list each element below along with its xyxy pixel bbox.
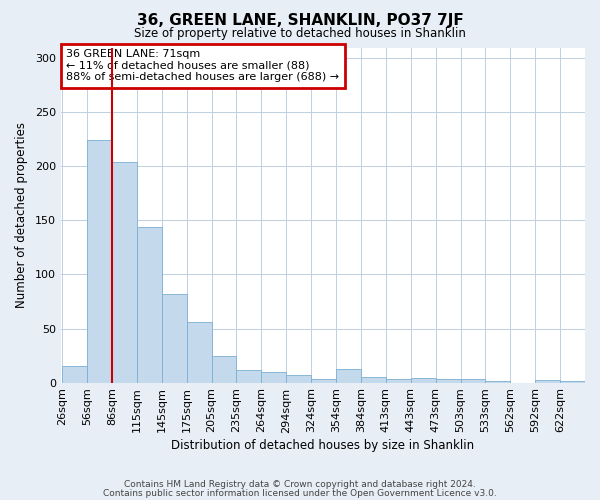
Bar: [187, 322, 212, 382]
Text: Contains public sector information licensed under the Open Government Licence v3: Contains public sector information licen…: [103, 488, 497, 498]
Bar: [535, 380, 560, 382]
Bar: [112, 162, 137, 382]
Bar: [212, 356, 236, 382]
Bar: [311, 380, 336, 382]
Text: 36, GREEN LANE, SHANKLIN, PO37 7JF: 36, GREEN LANE, SHANKLIN, PO37 7JF: [137, 12, 463, 28]
Y-axis label: Number of detached properties: Number of detached properties: [15, 122, 28, 308]
Bar: [137, 227, 162, 382]
Bar: [461, 380, 485, 382]
Bar: [436, 380, 461, 382]
Text: Size of property relative to detached houses in Shanklin: Size of property relative to detached ho…: [134, 28, 466, 40]
Bar: [361, 377, 386, 382]
Bar: [386, 380, 411, 382]
Bar: [162, 294, 187, 382]
Bar: [336, 368, 361, 382]
Text: Contains HM Land Registry data © Crown copyright and database right 2024.: Contains HM Land Registry data © Crown c…: [124, 480, 476, 489]
Bar: [236, 370, 262, 382]
Bar: [411, 378, 436, 382]
Bar: [87, 140, 112, 382]
Bar: [262, 372, 286, 382]
Bar: [62, 366, 87, 382]
X-axis label: Distribution of detached houses by size in Shanklin: Distribution of detached houses by size …: [172, 440, 475, 452]
Text: 36 GREEN LANE: 71sqm
← 11% of detached houses are smaller (88)
88% of semi-detac: 36 GREEN LANE: 71sqm ← 11% of detached h…: [66, 49, 339, 82]
Bar: [286, 375, 311, 382]
